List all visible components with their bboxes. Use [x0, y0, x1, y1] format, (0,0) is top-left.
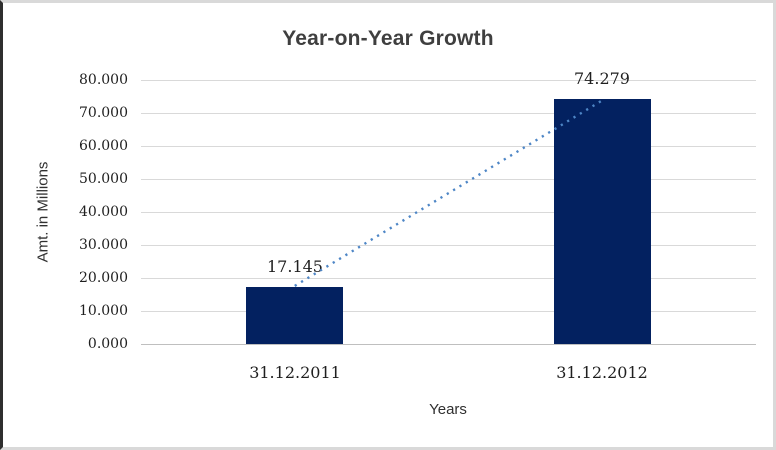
y-tick-label: 20.000 [79, 270, 128, 286]
y-gridline [141, 212, 756, 213]
y-gridline [141, 113, 756, 114]
x-axis-line [141, 344, 756, 345]
y-tick-label: 30.000 [79, 237, 128, 253]
y-gridline [141, 146, 756, 147]
bar-31.12.2012 [554, 99, 651, 344]
x-tick-label: 31.12.2012 [556, 363, 648, 382]
y-tick-label: 10.000 [79, 303, 128, 319]
y-gridline [141, 245, 756, 246]
data-label: 17.145 [267, 257, 323, 276]
y-tick-label: 60.000 [79, 138, 128, 154]
x-tick-label: 31.12.2011 [249, 363, 341, 382]
y-tick-label: 40.000 [79, 204, 128, 220]
y-tick-label: 50.000 [79, 171, 128, 187]
chart-title: Year-on-Year Growth [282, 27, 494, 50]
y-tick-label: 80.000 [79, 72, 128, 88]
y-gridline [141, 311, 756, 312]
y-gridline [141, 278, 756, 279]
y-gridline [141, 80, 756, 81]
bar-31.12.2011 [246, 287, 343, 344]
y-tick-label: 0.000 [87, 336, 128, 352]
x-axis-title: Years [429, 401, 467, 418]
y-gridline [141, 179, 756, 180]
data-label: 74.279 [574, 69, 630, 88]
y-tick-label: 70.000 [79, 105, 128, 121]
